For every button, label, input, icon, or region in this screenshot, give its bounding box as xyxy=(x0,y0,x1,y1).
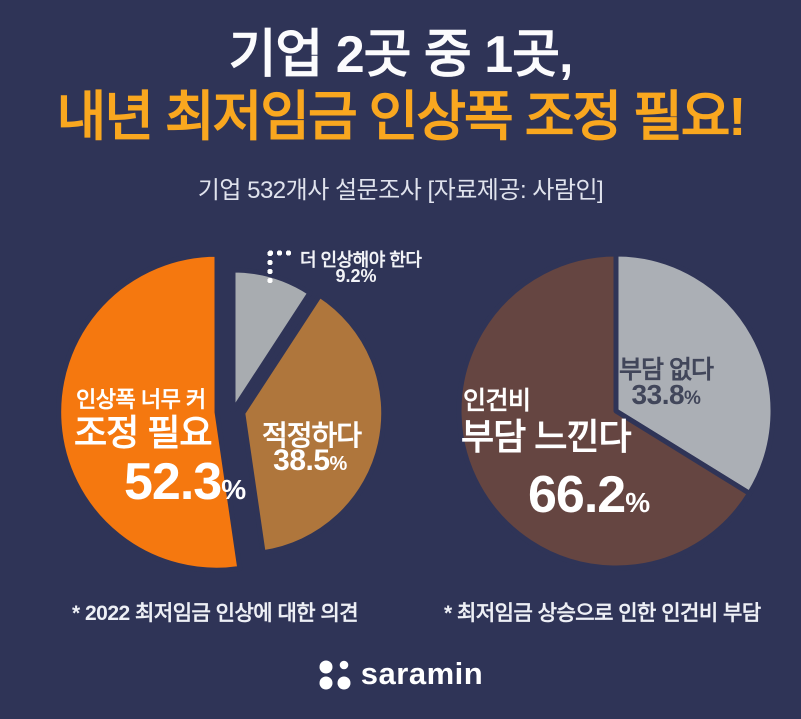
slice-value-burden-unit: % xyxy=(625,487,650,518)
slice-label-increase-more: 더 인상해야 한다 xyxy=(300,250,422,270)
slice-value-increase-more: 9.2% xyxy=(335,266,377,286)
slice-value-too-high-number: 52.3 xyxy=(124,453,222,511)
slice-value-adequate: 38.5% xyxy=(258,444,362,478)
slice-label-burden-line1: 인건비 xyxy=(463,387,531,415)
leader-line-horizontal-dots xyxy=(266,249,294,257)
slice-value-burden: 66.2% xyxy=(528,465,650,525)
pie-slice-인건비-부담-느낀다 xyxy=(456,251,753,571)
slice-value-too-high-unit: % xyxy=(221,474,246,505)
slice-label-adequate: 적정하다 xyxy=(262,420,362,451)
slice-label-too-high-line1: 인상폭 너무 커 xyxy=(76,387,206,412)
slice-value-adequate-number: 38.5 xyxy=(273,444,330,477)
slice-label-too-high-line2: 조정 필요 xyxy=(74,412,212,453)
slice-value-no-burden-number: 33.8 xyxy=(631,379,685,410)
pie-labor-cost-burden-from-minimum-wage-rise xyxy=(456,251,776,571)
slice-value-no-burden: 33.8% xyxy=(614,379,718,411)
page-title-line2: 내년 최저임금 인상폭 조정 필요! xyxy=(56,87,747,147)
slice-label-no-burden: 부담 없다 xyxy=(619,356,714,384)
saramin-logo-text: saramin xyxy=(360,656,484,691)
pie-opinion-2022-minimum-wage-increase xyxy=(56,251,387,573)
leader-line-vertical-dots xyxy=(266,249,274,285)
pie-slice-인상폭-너무-커-조정-필요 xyxy=(56,251,243,573)
slice-value-no-burden-unit: % xyxy=(684,388,701,409)
slice-value-burden-number: 66.2 xyxy=(528,466,626,524)
slice-label-burden-line2: 부담 느낀다 xyxy=(461,416,632,457)
slice-value-adequate-unit: % xyxy=(329,453,348,475)
survey-subtitle: 기업 532개사 설문조사 [자료제공: 사람인] xyxy=(197,177,604,204)
saramin-logo: saramin xyxy=(0,656,801,692)
page-title-line1: 기업 2곳 중 1곳, xyxy=(228,26,574,84)
chart-caption-left: * 2022 최저임금 인상에 대한 의견 xyxy=(72,602,359,625)
saramin-logo-dots-icon xyxy=(319,660,351,690)
slice-value-too-high: 52.3% xyxy=(124,452,246,512)
chart-caption-right: * 최저임금 상승으로 인한 인건비 부담 xyxy=(444,602,761,625)
pie-slice-적정하다 xyxy=(240,292,387,556)
